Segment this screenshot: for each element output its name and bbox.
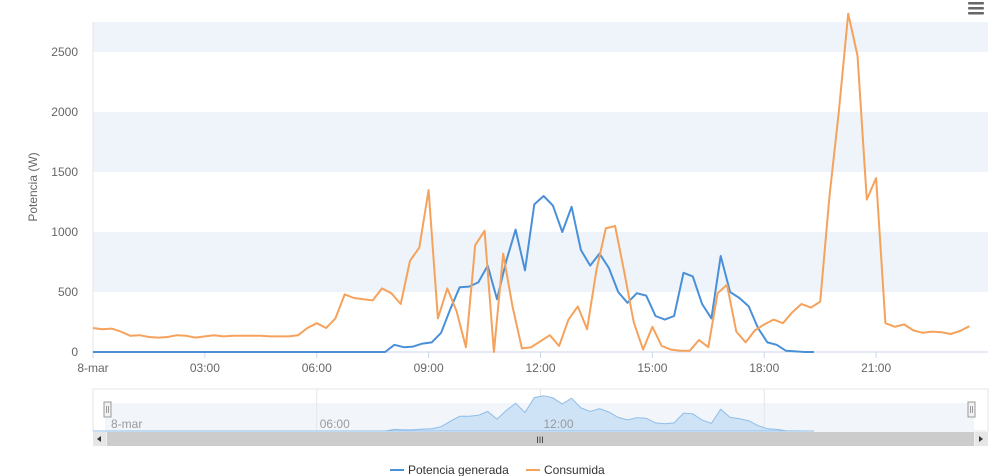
y-tick-label: 1500 xyxy=(51,165,78,179)
scrollbar-grip[interactable]: III xyxy=(536,435,544,445)
x-tick-label: 15:00 xyxy=(637,361,667,375)
y-axis-title: Potencia (W) xyxy=(26,152,40,221)
navigator-right-handle[interactable] xyxy=(967,401,976,418)
navigator-label: 06:00 xyxy=(320,417,350,431)
x-tick-label: 06:00 xyxy=(302,361,332,375)
navigator-label: 12:00 xyxy=(544,417,574,431)
series-line-consumida[interactable] xyxy=(92,12,970,353)
legend-label: Consumida xyxy=(544,463,605,476)
legend-label: Potencia generada xyxy=(408,463,509,476)
navigator-left-handle[interactable] xyxy=(103,401,112,418)
x-tick-label: 03:00 xyxy=(190,361,220,375)
series-line-potencia-generada[interactable] xyxy=(93,195,814,353)
x-tick-label: 18:00 xyxy=(749,361,779,375)
y-tick-label: 2000 xyxy=(51,105,78,119)
scrollbar[interactable]: III xyxy=(93,432,988,446)
navigator-series-area xyxy=(93,395,814,432)
scrollbar-thumb[interactable] xyxy=(107,432,974,446)
y-tick-label: 2500 xyxy=(51,45,78,59)
x-tick-label: 09:00 xyxy=(414,361,444,375)
x-axis-ticks: 8-mar 03:00 06:00 09:00 12:00 15:00 18:00 21:00 xyxy=(77,352,891,375)
plot-bands xyxy=(93,22,988,292)
navigator[interactable]: 8-mar 06:00 12:00 xyxy=(92,388,989,432)
series-lines xyxy=(92,12,970,353)
navigator-label: 8-mar xyxy=(111,417,142,431)
x-tick-label: 8-mar xyxy=(77,361,108,375)
y-axis-ticks: 0 500 1000 1500 2000 2500 xyxy=(51,45,78,359)
x-tick-label: 21:00 xyxy=(861,361,891,375)
plot-band xyxy=(93,22,988,52)
navigator-labels: 8-mar 06:00 12:00 xyxy=(111,417,574,431)
chevron-left-icon xyxy=(97,436,101,442)
legend-item-consumida[interactable]: Consumida xyxy=(526,463,605,476)
x-tick-label: 12:00 xyxy=(525,361,555,375)
legend: Potencia generada Consumida xyxy=(390,463,605,476)
chevron-right-icon xyxy=(979,436,983,442)
legend-item-potencia-generada[interactable]: Potencia generada xyxy=(390,463,509,476)
hamburger-menu-icon[interactable] xyxy=(962,0,990,18)
y-tick-label: 500 xyxy=(58,285,78,299)
plot-band xyxy=(93,112,988,172)
y-tick-label: 1000 xyxy=(51,225,78,239)
y-tick-label: 0 xyxy=(71,345,78,359)
plot-band xyxy=(93,232,988,292)
